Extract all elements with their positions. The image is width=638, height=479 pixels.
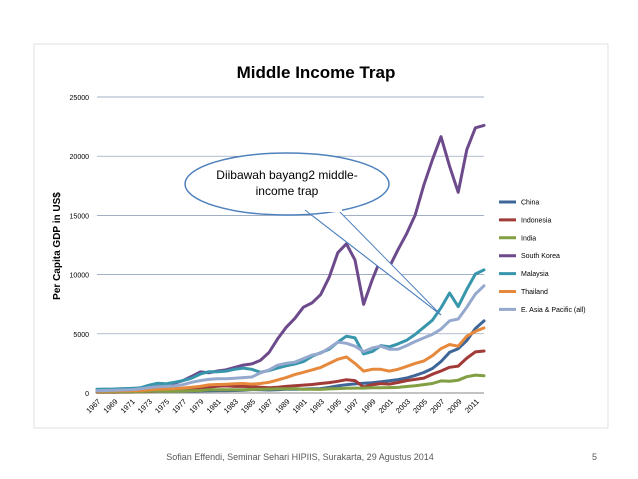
annotation-callout: Diibawah bayang2 middle-income trap — [184, 152, 442, 316]
callout-join — [300, 206, 342, 212]
y-tick-label: 5000 — [73, 332, 89, 339]
series-line-thailand — [95, 326, 486, 393]
chart-title: Middle Income Trap — [237, 63, 396, 82]
footer-credit: Sofian Effendi, Seminar Sehari HIPIIS, S… — [166, 452, 434, 462]
series-line-india — [95, 373, 486, 394]
legend-label: E. Asia & Pacific (all) — [521, 307, 586, 314]
annotation-text: Diibawah bayang2 middle- — [216, 168, 357, 182]
series-lines — [95, 123, 486, 394]
legend: China Indonesia India South Korea Malaysia Th… — [499, 200, 586, 314]
y-tick-label: 25000 — [70, 95, 90, 102]
y-tick-label: 0 — [85, 391, 89, 398]
callout-bubble — [184, 152, 390, 216]
legend-label: India — [521, 235, 536, 242]
y-axis-title: Per Capita GDP in US$ — [52, 192, 63, 300]
legend-label: Thailand — [521, 289, 548, 296]
series-line-e-asia-pacific-all — [95, 284, 486, 393]
y-tick-label: 15000 — [70, 213, 90, 220]
annotation-text: income trap — [256, 184, 319, 198]
legend-label: Indonesia — [521, 217, 551, 224]
y-tick-label: 20000 — [70, 154, 90, 161]
legend-label: South Korea — [521, 253, 560, 260]
legend-label: China — [521, 200, 539, 207]
y-tick-label: 10000 — [70, 273, 90, 280]
callout-pointer-edge — [304, 209, 442, 316]
y-tick-labels: 0 5000 10000 15000 20000 25000 — [70, 95, 90, 398]
series-line-malaysia — [95, 268, 486, 391]
chart-area-background — [33, 43, 609, 429]
slide-number: 5 — [592, 452, 598, 462]
legend-label: Malaysia — [521, 271, 549, 278]
